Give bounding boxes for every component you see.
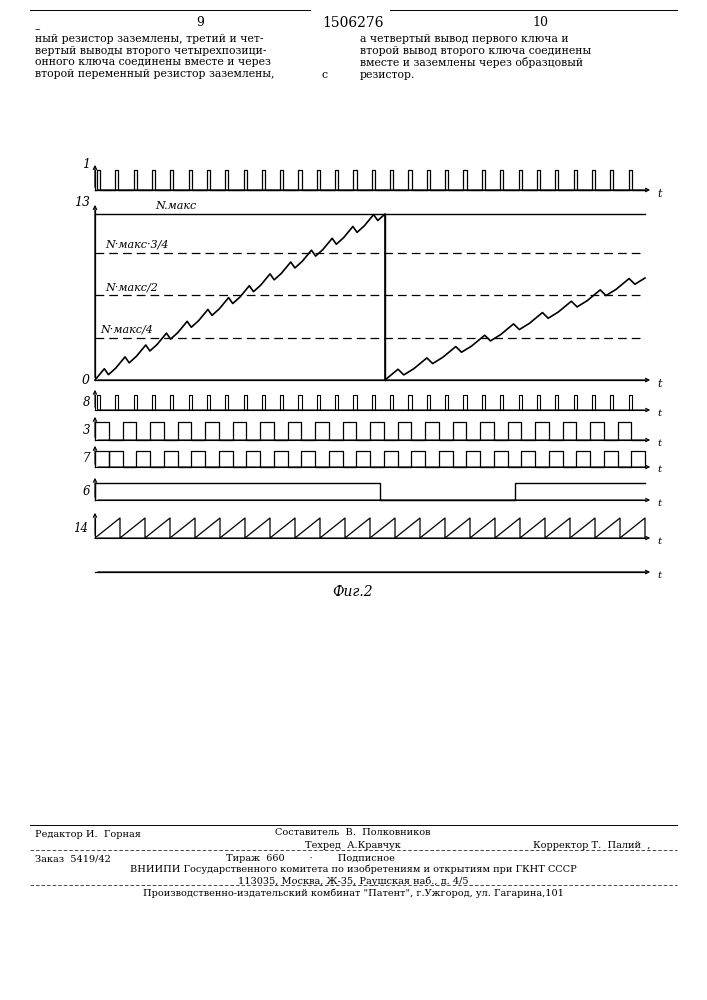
Text: t: t — [657, 536, 661, 546]
Text: 113035, Москва, Ж-35, Раушская наб., д. 4/5: 113035, Москва, Ж-35, Раушская наб., д. … — [238, 876, 468, 886]
Text: t: t — [657, 570, 661, 580]
Text: t: t — [657, 379, 662, 389]
Text: t: t — [657, 466, 661, 475]
Text: 3: 3 — [83, 424, 90, 438]
Text: 9: 9 — [196, 16, 204, 29]
Text: N·макс/2: N·макс/2 — [105, 282, 158, 292]
Text: 7: 7 — [83, 452, 90, 466]
Text: 10: 10 — [532, 16, 548, 29]
Text: 14: 14 — [73, 522, 88, 534]
Text: Редактор И.  Горная: Редактор И. Горная — [35, 830, 141, 839]
Text: 1: 1 — [82, 157, 90, 170]
Text: а четвертый вывод первого ключа и
второй вывод второго ключа соединены
вместе и : а четвертый вывод первого ключа и второй… — [360, 34, 591, 80]
Text: t: t — [657, 498, 661, 508]
Text: t: t — [657, 189, 662, 199]
Text: Заказ  5419/42: Заказ 5419/42 — [35, 854, 111, 863]
Text: N.макс: N.макс — [155, 201, 197, 211]
Text: Фиг.2: Фиг.2 — [333, 585, 373, 599]
Text: t: t — [657, 408, 661, 418]
Text: ВНИИПИ Государственного комитета по изобретениям и открытиям при ГКНТ СССР: ВНИИПИ Государственного комитета по изоб… — [129, 865, 576, 874]
Text: 8: 8 — [83, 396, 90, 409]
Text: Производственно-издательский комбинат "Патент", г.Ужгород, ул. Гагарина,101: Производственно-издательский комбинат "П… — [143, 889, 563, 898]
Text: ный резистор заземлены, третий и чет-
вертый выводы второго четырехпозици-
онног: ный резистор заземлены, третий и чет- ве… — [35, 34, 274, 79]
Text: Корректор Т.  Палий  ,: Корректор Т. Палий , — [532, 841, 650, 850]
Text: 1506276: 1506276 — [322, 16, 384, 30]
Text: N·макс/4: N·макс/4 — [100, 324, 153, 334]
Text: 13: 13 — [74, 196, 90, 209]
Text: 6: 6 — [83, 485, 90, 498]
Text: Составитель  В.  Полковников: Составитель В. Полковников — [275, 828, 431, 837]
Text: с: с — [322, 70, 328, 80]
Text: t: t — [657, 438, 661, 448]
Text: Техред  А.Кравчук: Техред А.Кравчук — [305, 841, 401, 850]
Text: –: – — [35, 24, 40, 34]
Text: 0: 0 — [82, 373, 90, 386]
Text: Тираж  660        ·        Подписное: Тираж 660 · Подписное — [226, 854, 395, 863]
Text: N·макс·3/4: N·макс·3/4 — [105, 239, 168, 249]
